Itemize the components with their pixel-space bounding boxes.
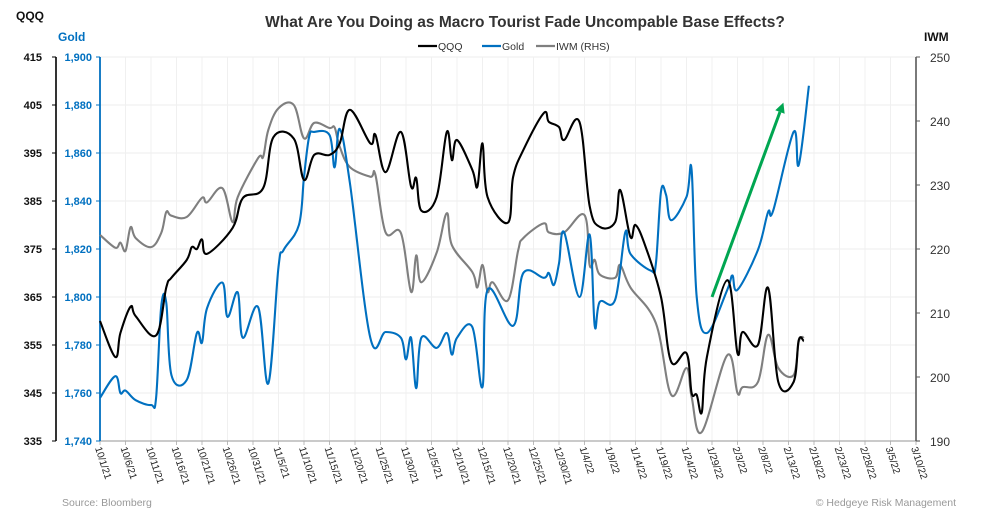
qqq-tick-label: 365 [24, 292, 42, 304]
legend: QQQ Gold IWM (RHS) [418, 41, 610, 53]
axes: 10/1/21 10/6/21 10/11/21 10/16/21 10/21/21 10… [24, 51, 951, 486]
qqq-tick-label: 385 [24, 196, 42, 208]
x-tick-label: 10/26/21 [220, 446, 243, 487]
x-tick-label: 11/15/21 [322, 446, 344, 486]
qqq-tick-label: 405 [24, 100, 42, 112]
iwm-tick-label: 190 [930, 435, 950, 449]
annotations [710, 102, 785, 298]
legend-label-qqq: QQQ [438, 41, 463, 53]
qqq-tick-label: 375 [24, 244, 42, 256]
gold-tick-label: 1,900 [64, 52, 92, 64]
x-tick-label: 11/10/21 [296, 446, 318, 486]
gold-tick-label: 1,780 [64, 340, 92, 352]
iwm-tick-label: 210 [930, 307, 950, 321]
qqq-tick-label: 345 [24, 388, 42, 400]
gold-line [99, 85, 810, 409]
x-tick-label: 10/11/21 [143, 446, 165, 486]
iwm-axis-title: IWM [924, 30, 949, 44]
x-tick-label: 10/21/21 [194, 446, 217, 487]
gold-tick-label: 1,760 [64, 388, 92, 400]
x-tick-label: 1/19/22 [653, 446, 674, 482]
green-arrow-head-icon [775, 102, 785, 114]
x-tick-label: 10/31/21 [245, 446, 268, 487]
copyright-note: © Hedgeye Risk Management [816, 497, 956, 509]
legend-item-iwm: IWM (RHS) [536, 41, 610, 53]
legend-item-qqq: QQQ [418, 41, 463, 53]
x-tick-label: 1/29/22 [704, 446, 725, 482]
x-tick-label: 2/23/22 [832, 446, 853, 482]
legend-label-iwm: IWM (RHS) [556, 41, 610, 53]
gold-tick-label: 1,860 [64, 148, 92, 160]
x-tick-label: 10/16/21 [169, 446, 192, 487]
source-note: Source: Bloomberg [62, 497, 152, 509]
x-tick-label: 12/25/21 [526, 446, 549, 487]
x-tick-label: 2/3/22 [730, 446, 749, 476]
gold-tick-label: 1,800 [64, 292, 92, 304]
chart-title: What Are You Doing as Macro Tourist Fade… [265, 14, 785, 31]
gold-tick-label: 1,820 [64, 244, 92, 256]
x-tick-label: 10/6/21 [118, 446, 139, 482]
green-arrow-shaft [710, 111, 782, 298]
x-tick-label: 3/10/22 [908, 446, 929, 482]
x-tick-label: 1/14/22 [628, 446, 649, 482]
qqq-line [99, 108, 805, 415]
x-tick-label: 12/5/21 [424, 446, 445, 482]
x-tick-label: 11/25/21 [373, 446, 395, 486]
x-tick-label: 11/5/21 [271, 446, 292, 481]
x-tick-label: 2/8/22 [755, 446, 774, 476]
gold-axis-title: Gold [58, 30, 85, 44]
x-tick-label: 12/15/21 [475, 446, 498, 487]
iwm-tick-label: 230 [930, 179, 950, 193]
iwm-tick-label: 240 [930, 115, 950, 129]
qqq-tick-label: 415 [24, 52, 42, 64]
x-tick-label: 11/30/21 [398, 446, 420, 486]
iwm-rhs-line [99, 101, 805, 435]
iwm-tick-label: 220 [930, 243, 950, 257]
x-tick-label: 2/13/22 [781, 446, 802, 482]
legend-label-gold: Gold [502, 41, 524, 53]
qqq-tick-label: 355 [24, 340, 42, 352]
x-tick-label: 2/18/22 [806, 446, 827, 482]
gold-tick-label: 1,880 [64, 100, 92, 112]
qqq-tick-label: 395 [24, 148, 42, 160]
x-tick-label: 12/30/21 [551, 446, 574, 487]
gold-tick-label: 1,740 [64, 436, 92, 448]
x-tick-label: 1/9/22 [602, 446, 621, 476]
iwm-tick-label: 250 [930, 51, 950, 65]
qqq-tick-label: 335 [24, 436, 42, 448]
x-tick-label: 12/10/21 [449, 446, 472, 487]
x-tick-label: 3/5/22 [883, 446, 902, 476]
x-tick-label: 1/24/22 [679, 446, 700, 482]
x-tick-label: 12/20/21 [500, 446, 523, 487]
iwm-tick-label: 200 [930, 371, 950, 385]
x-tick-label: 2/28/22 [857, 446, 878, 482]
qqq-axis-title: QQQ [16, 9, 44, 23]
x-tick-label: 10/1/21 [92, 446, 113, 482]
gold-tick-label: 1,840 [64, 196, 92, 208]
series-lines [99, 85, 810, 435]
legend-item-gold: Gold [482, 41, 524, 53]
x-tick-label: 1/4/22 [577, 446, 596, 476]
x-tick-label: 11/20/21 [347, 446, 369, 486]
